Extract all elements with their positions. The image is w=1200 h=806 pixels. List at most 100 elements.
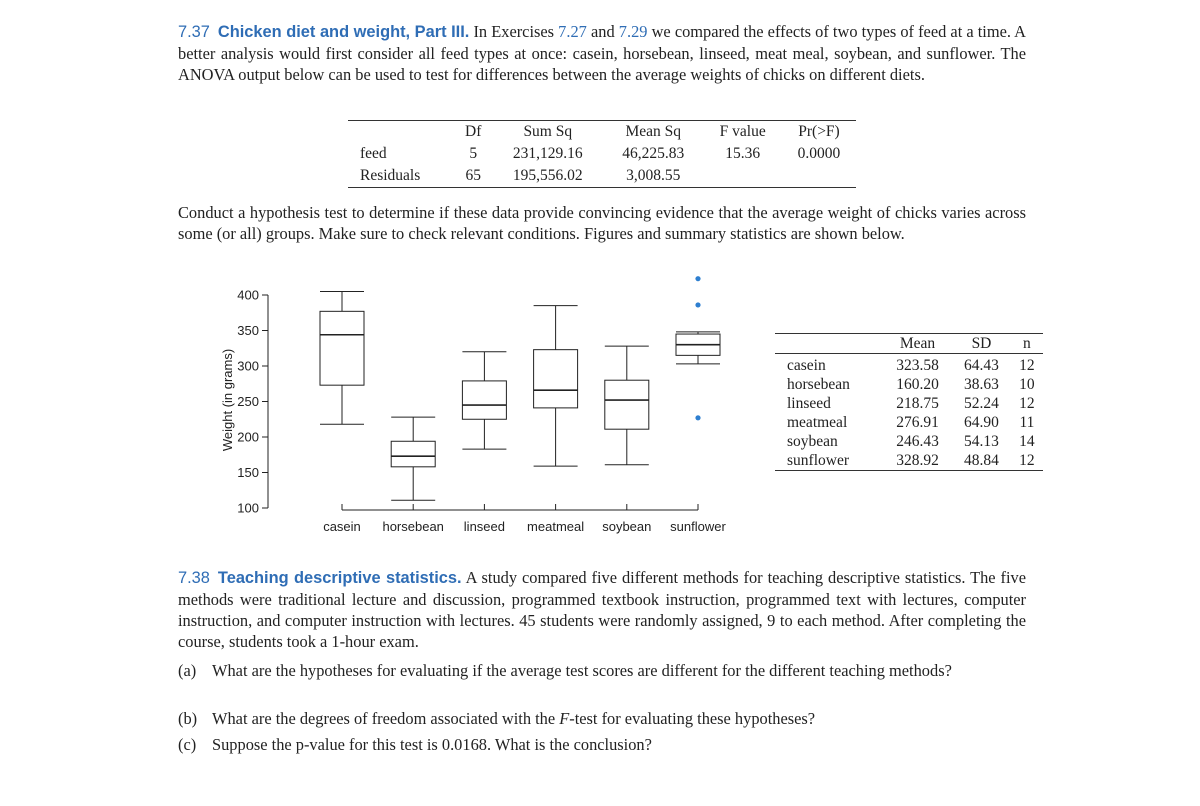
x-tick-label: casein [323, 519, 361, 534]
item-label: (c) [178, 735, 197, 754]
header-cell: F value [719, 123, 766, 140]
table-body: casein 323.58 64.43 12 horsebean 160.20 38.63 1… [775, 354, 1043, 471]
table-cell: casein [787, 356, 826, 374]
outlier [695, 302, 701, 308]
header-cell: Mean [899, 334, 936, 352]
table-row: soybean 246.43 54.13 14 [775, 432, 1043, 451]
table-row: casein 323.58 64.43 12 [775, 354, 1043, 376]
text: and [590, 22, 615, 41]
table-cell: 14 [1019, 432, 1035, 450]
table-cell: 11 [1019, 413, 1035, 431]
item-label: (a) [178, 661, 197, 680]
text: A study compared five different methods … [178, 568, 1026, 651]
y-tick-label: 300 [237, 359, 259, 374]
item-text: What are the hypotheses for evaluating i… [212, 661, 952, 680]
header-cell: Sum Sq [523, 123, 573, 140]
reference-link[interactable]: 7.27 [558, 22, 587, 41]
table-cell: 160.20 [896, 375, 939, 393]
question-text: Conduct a hypothesis test to determine i… [178, 203, 1026, 243]
y-axis-label: Weight (in grams) [220, 349, 235, 451]
header-cell: SD [971, 334, 992, 352]
box [319, 310, 365, 386]
header-cell: Df [465, 123, 482, 140]
table-cell: 218.75 [896, 394, 939, 412]
table-row: sunflower 328.92 48.84 12 [775, 451, 1043, 471]
table-row: horsebean 160.20 38.63 10 [775, 375, 1043, 394]
header-row: Df Sum Sq Mean Sq F value Pr(>F) [348, 121, 856, 144]
question-item: (a) What are the hypotheses for evaluati… [178, 660, 1026, 681]
reference-link[interactable]: 7.29 [618, 22, 648, 41]
header-cell [348, 121, 454, 144]
table-cell: 10 [1019, 375, 1035, 393]
table-row: feed 5 231,129.16 46,225.83 15.36 0.0000 [348, 143, 856, 165]
table-cell: 12 [1019, 394, 1035, 412]
box [604, 379, 650, 430]
header-cell: Pr(>F) [798, 123, 840, 140]
problem-text: 7.37 Chicken diet and weight, Part III. I… [178, 21, 1026, 85]
header-cell: n [1023, 334, 1031, 352]
table-cell: Residuals [360, 167, 421, 184]
table-cell: 12 [1019, 451, 1035, 469]
text: What are the degrees of freedom associat… [212, 709, 556, 728]
table-cell: 52.24 [964, 394, 999, 412]
boxplot-chart: 100 150 200 250 300 350 400 Weight (in grams) ca… [220, 276, 726, 534]
outlier [695, 415, 701, 421]
outlier [695, 276, 701, 282]
problem-number: 7.38 [178, 569, 210, 587]
table-cell: feed [360, 145, 387, 162]
problem-title: Chicken diet and weight, Part III. [217, 23, 470, 41]
text: In Exercises [473, 22, 555, 41]
table-cell: 64.90 [964, 413, 999, 431]
x-tick-label: sunflower [670, 519, 726, 534]
x-tick-label: meatmeal [527, 519, 584, 534]
item-text: Suppose the p-value for this test is 0.0… [212, 735, 652, 754]
table-cell: 195,556.02 [512, 167, 583, 184]
table-cell: 65 [465, 167, 481, 184]
header-cell [775, 334, 883, 354]
problem-title: Teaching descriptive statistics. [217, 569, 462, 587]
problem-text: 7.38 Teaching descriptive statistics. A s… [178, 567, 1026, 652]
table-cell: 54.13 [964, 432, 999, 450]
table-cell: 5 [469, 145, 478, 162]
table-cell [703, 165, 782, 188]
problem-number: 7.37 [178, 23, 210, 41]
table-cell: 48.84 [964, 451, 999, 469]
x-tick-label: horsebean [382, 519, 443, 534]
table-cell: 12 [1019, 356, 1035, 374]
table-cell: 3,008.55 [626, 167, 681, 184]
text: -test for evaluating these hypotheses? [569, 709, 816, 728]
header-cell: Mean Sq [625, 123, 682, 140]
box [390, 440, 436, 468]
y-tick-label: 100 [237, 501, 259, 516]
table-cell: 231,129.16 [512, 145, 583, 162]
x-tick-label: linseed [464, 519, 505, 534]
anova-table: Df Sum Sq Mean Sq F value Pr(>F) feed 5 231,129… [348, 120, 856, 188]
summary-table: Mean SD n casein 323.58 64.43 12 horsebean 160.2… [775, 333, 1043, 471]
header-row: Mean SD n [775, 334, 1043, 354]
table-cell: 328.92 [896, 451, 939, 469]
table-row: meatmeal 276.91 64.90 11 [775, 413, 1043, 432]
table-cell: 64.43 [964, 356, 999, 374]
question-item: (c) Suppose the p-value for this test is… [178, 734, 1026, 755]
y-tick-label: 350 [237, 323, 259, 338]
y-tick-label: 250 [237, 394, 259, 409]
table-cell [782, 165, 856, 188]
table-cell: 323.58 [896, 356, 939, 374]
table-cell: 15.36 [725, 145, 761, 162]
table-cell: 0.0000 [797, 145, 841, 162]
y-tick-label: 400 [237, 288, 259, 303]
table-cell: 38.63 [964, 375, 999, 393]
question-item: (b) What are the degrees of freedom asso… [178, 708, 1026, 729]
table-cell: soybean [787, 432, 838, 450]
table-cell: 246.43 [896, 432, 939, 450]
table-cell: 46,225.83 [622, 145, 685, 162]
table-cell: linseed [787, 394, 831, 412]
y-tick-label: 200 [237, 430, 259, 445]
item-label: (b) [178, 709, 198, 728]
table-row: Residuals 65 195,556.02 3,008.55 [348, 165, 856, 188]
y-tick-label: 150 [237, 465, 259, 480]
item-text: What are the degrees of freedom associat… [212, 708, 1026, 729]
table-cell: meatmeal [787, 413, 848, 431]
table-head: Mean SD n [775, 334, 1043, 354]
